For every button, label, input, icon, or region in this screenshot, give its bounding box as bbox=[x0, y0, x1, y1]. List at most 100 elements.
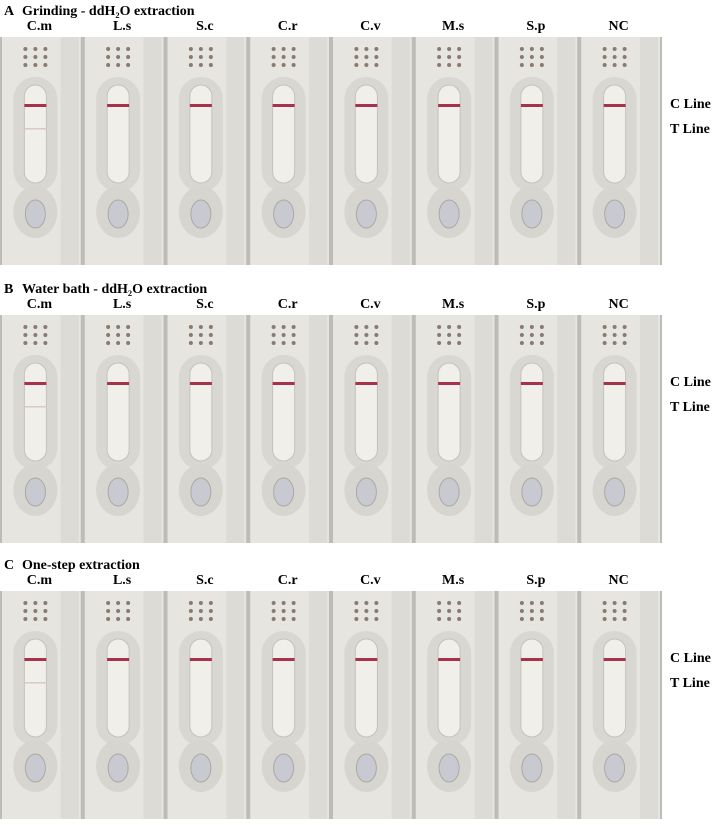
dot bbox=[188, 609, 193, 613]
dot bbox=[354, 325, 359, 329]
strip-label: NC bbox=[609, 19, 629, 34]
dot bbox=[519, 63, 524, 67]
sample-well bbox=[24, 477, 46, 507]
dot bbox=[364, 341, 369, 345]
sample-well bbox=[355, 199, 377, 229]
test-strip bbox=[2, 591, 81, 819]
dot bbox=[291, 55, 296, 59]
cassette-edge bbox=[474, 315, 493, 543]
dot bbox=[126, 55, 131, 59]
dot bbox=[437, 63, 442, 67]
cassette-edge bbox=[309, 591, 327, 819]
dot bbox=[33, 55, 38, 59]
test-line-faint bbox=[24, 406, 47, 408]
test-strip bbox=[250, 315, 329, 543]
dot bbox=[208, 325, 213, 329]
dot bbox=[43, 325, 48, 329]
sample-well bbox=[355, 753, 377, 783]
dot bbox=[354, 617, 359, 621]
cassette-edge bbox=[391, 37, 410, 265]
dot bbox=[354, 55, 359, 59]
dot bbox=[116, 325, 121, 329]
test-strip bbox=[167, 315, 247, 543]
dot bbox=[33, 617, 38, 621]
control-line bbox=[24, 658, 47, 661]
dot bbox=[23, 325, 28, 329]
sample-well bbox=[190, 199, 212, 229]
window bbox=[437, 84, 461, 184]
dot bbox=[106, 55, 111, 59]
dot bbox=[126, 617, 131, 621]
dot bbox=[364, 63, 369, 67]
dot bbox=[33, 63, 38, 67]
sample-well bbox=[24, 199, 46, 229]
cassette-edge bbox=[309, 315, 327, 543]
control-line bbox=[189, 104, 212, 107]
cassette-edge bbox=[640, 37, 658, 265]
dot bbox=[374, 325, 379, 329]
control-line bbox=[272, 104, 295, 107]
dot bbox=[43, 601, 48, 605]
test-strip bbox=[250, 37, 329, 265]
dot bbox=[622, 333, 627, 337]
dot bbox=[198, 609, 203, 613]
dot bbox=[457, 47, 462, 51]
dot bbox=[437, 47, 442, 51]
dot bbox=[188, 325, 193, 329]
test-strip bbox=[333, 315, 412, 543]
dot bbox=[208, 47, 213, 51]
dot bbox=[539, 63, 544, 67]
dot bbox=[281, 63, 286, 67]
sample-well bbox=[273, 477, 295, 507]
dot bbox=[116, 617, 121, 621]
strip-label: M.s bbox=[442, 297, 465, 312]
strip-label: C.v bbox=[360, 297, 381, 312]
dot bbox=[457, 601, 462, 605]
control-line bbox=[603, 658, 626, 661]
panel-letter: B bbox=[4, 282, 13, 297]
sample-well bbox=[107, 199, 129, 229]
test-strip bbox=[581, 315, 660, 543]
control-line bbox=[24, 104, 47, 107]
dot bbox=[612, 55, 617, 59]
strip-label: C.r bbox=[278, 297, 298, 312]
dot bbox=[447, 47, 452, 51]
window bbox=[354, 84, 378, 184]
dot bbox=[539, 55, 544, 59]
dot bbox=[539, 325, 544, 329]
dot bbox=[457, 333, 462, 337]
dot bbox=[354, 341, 359, 345]
dot bbox=[291, 63, 296, 67]
dot bbox=[529, 341, 534, 345]
dot bbox=[33, 609, 38, 613]
dot bbox=[539, 609, 544, 613]
dot bbox=[364, 601, 369, 605]
window bbox=[106, 84, 130, 184]
dot bbox=[208, 63, 213, 67]
dot bbox=[33, 341, 38, 345]
dot bbox=[612, 341, 617, 345]
dot bbox=[43, 617, 48, 621]
sample-well bbox=[604, 753, 626, 783]
strip-label: L.s bbox=[113, 297, 132, 312]
window bbox=[520, 362, 544, 462]
test-strip bbox=[167, 591, 247, 819]
sample-well bbox=[438, 199, 460, 229]
test-strip bbox=[415, 591, 495, 819]
strip-label: S.p bbox=[526, 573, 545, 588]
dot bbox=[271, 47, 276, 51]
dot bbox=[43, 63, 48, 67]
dot bbox=[529, 609, 534, 613]
dot bbox=[529, 601, 534, 605]
test-strip bbox=[2, 315, 81, 543]
window bbox=[189, 638, 213, 738]
dot bbox=[529, 333, 534, 337]
sample-well bbox=[190, 477, 212, 507]
cassette-edge bbox=[640, 591, 658, 819]
dot bbox=[106, 601, 111, 605]
cassette-edge bbox=[640, 315, 658, 543]
dot bbox=[291, 47, 296, 51]
control-line bbox=[272, 382, 295, 385]
dot bbox=[519, 617, 524, 621]
